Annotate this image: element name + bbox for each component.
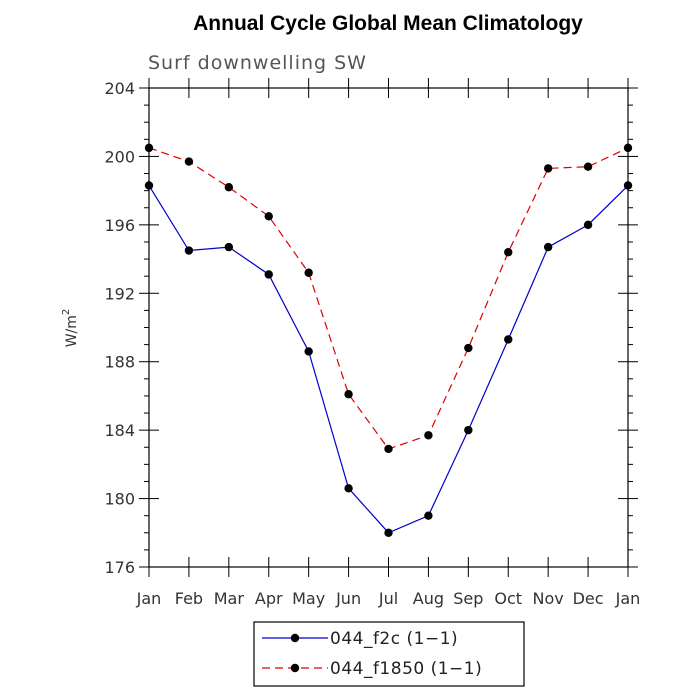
y-tick-label: 188	[104, 353, 135, 372]
series-2-point	[464, 343, 473, 353]
legend-label-2: 044_f1850 (1−1)	[330, 659, 482, 679]
series-line-1	[148, 185, 629, 534]
legend: 044_f2c (1−1) 044_f1850 (1−1)	[253, 621, 525, 687]
series-2-point	[184, 157, 194, 166]
x-tick-label: Apr	[255, 589, 283, 608]
series-2-point	[504, 248, 513, 257]
series-2-point	[623, 143, 633, 153]
x-tick-label: Feb	[175, 589, 203, 608]
series-2-point	[543, 164, 553, 173]
legend-box	[253, 621, 525, 687]
y-tick-label: 180	[104, 490, 135, 509]
y-axis-label-superscript: 2	[61, 309, 72, 315]
plot-frame	[148, 87, 629, 568]
x-tick-label: Sep	[453, 589, 483, 608]
series-1-point	[583, 220, 593, 230]
legend-marker-2	[290, 663, 300, 673]
y-tick-label: 192	[104, 284, 135, 303]
series-1-point	[264, 270, 273, 279]
series-1-point	[623, 181, 633, 190]
y-axis-label: W/m2	[61, 309, 80, 348]
series-2-point	[264, 212, 273, 221]
series-2-point	[144, 143, 154, 153]
series-layer	[144, 143, 633, 537]
chart-title: Annual Cycle Global Mean Climatology	[193, 12, 583, 35]
series-2-point	[583, 162, 593, 171]
y-tick-label: 184	[104, 421, 135, 440]
x-tick-label: Jun	[335, 589, 361, 608]
series-1-point	[184, 246, 194, 255]
x-tick-label: Dec	[573, 589, 604, 608]
legend-marker-1	[290, 633, 300, 643]
series-2-point	[224, 183, 234, 192]
series-2-point	[424, 431, 433, 440]
series-1-point	[543, 242, 553, 252]
x-tick-label: Aug	[413, 589, 444, 608]
y-tick-label: 196	[104, 216, 135, 235]
series-1-point	[224, 242, 234, 252]
series-1-point	[304, 347, 313, 356]
series-2-point	[304, 268, 313, 277]
x-tick-label: Jan	[136, 589, 162, 608]
series-2-point	[384, 444, 393, 454]
series-1-point	[464, 425, 473, 435]
y-tick-label: 204	[104, 79, 135, 98]
y-axis-label-text: W/m	[64, 315, 80, 347]
series-1-point	[144, 181, 154, 190]
x-tick-label: Oct	[494, 589, 522, 608]
series-1-point	[384, 528, 393, 537]
x-tick-label: Mar	[214, 589, 245, 608]
x-tick-label: Nov	[533, 589, 564, 608]
x-tick-label: Jan	[615, 589, 641, 608]
x-tick-label: Jul	[378, 589, 398, 608]
series-1-point	[504, 335, 513, 344]
x-axis: Jan Feb Mar Apr May Jun Jul Aug Sep Oct Nov Dec Jan	[136, 78, 641, 608]
series-line-2	[148, 147, 629, 450]
y-tick-label: 200	[104, 147, 135, 166]
series-1-point	[424, 511, 433, 520]
y-axis: 176 180 184 188 192 196 200 204	[104, 79, 638, 577]
x-tick-label: May	[292, 589, 325, 608]
series-2-point	[344, 390, 353, 399]
svg-text:W/m2: W/m2	[61, 309, 80, 348]
legend-label-1: 044_f2c (1−1)	[330, 629, 458, 649]
series-1-point	[344, 484, 353, 493]
y-tick-label: 176	[104, 558, 135, 577]
chart-subtitle: Surf downwelling SW	[148, 52, 367, 74]
